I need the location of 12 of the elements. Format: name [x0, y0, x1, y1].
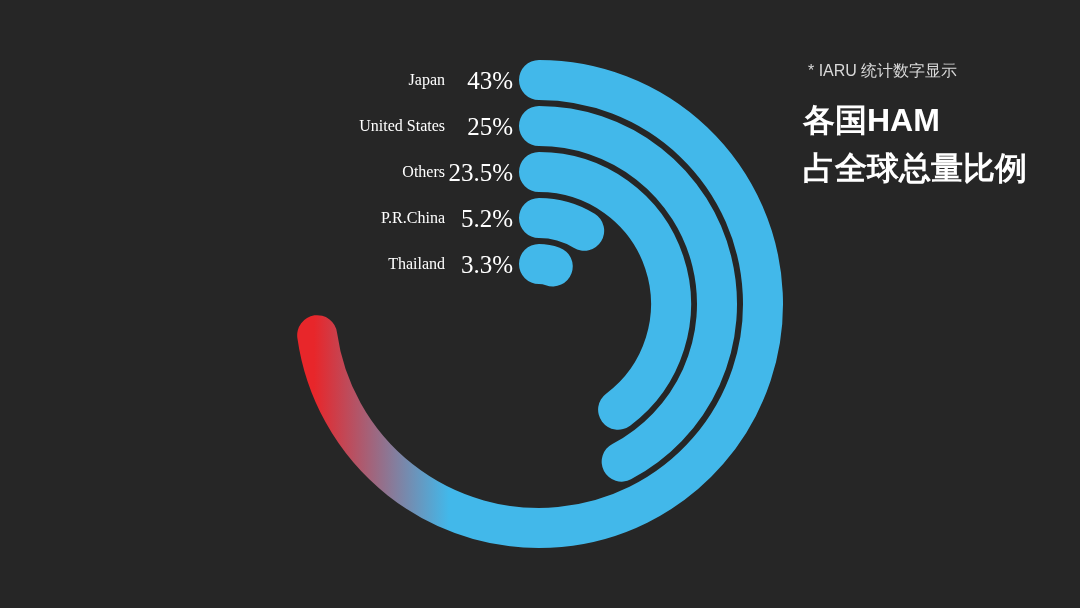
- category-label: Thailand: [388, 255, 445, 272]
- data-label: 5.2%: [460, 205, 513, 232]
- data-label: 25%: [467, 113, 513, 140]
- category-label: United States: [359, 117, 445, 134]
- category-label: P.R.China: [380, 209, 445, 226]
- category-label: Others: [402, 163, 445, 180]
- data-label: 23.5%: [448, 159, 513, 186]
- data-label: 3.3%: [460, 251, 513, 278]
- category-label: Japan: [408, 71, 445, 89]
- text: 各国HAM 占全球总量比例: [802, 102, 1027, 186]
- text: * IARU 统计数字显示: [808, 62, 958, 79]
- data-label: 43%: [467, 67, 513, 94]
